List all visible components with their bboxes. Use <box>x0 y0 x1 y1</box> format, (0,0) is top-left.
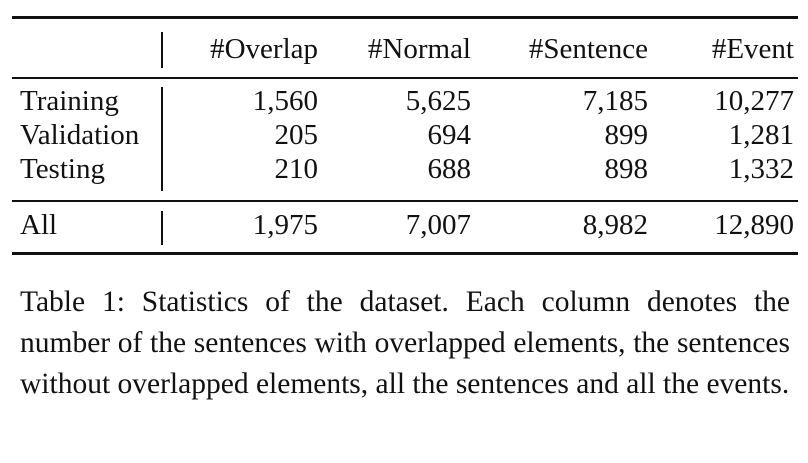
table-cell: 1,560 <box>252 85 318 117</box>
table-cell: 5,625 <box>405 85 471 117</box>
top-rule <box>12 16 798 19</box>
bottom-rule <box>12 252 798 255</box>
row-label-training: Training <box>20 85 119 117</box>
header-event: #Event <box>711 33 794 65</box>
column-separator <box>161 87 163 191</box>
table-cell: 12,890 <box>714 209 794 241</box>
header-rule <box>12 77 798 79</box>
table-cell: 899 <box>604 119 649 151</box>
table-cell: 898 <box>604 153 649 185</box>
header-overlap: #Overlap <box>210 33 318 65</box>
total-rule <box>12 200 798 202</box>
table-cell: 688 <box>427 153 472 185</box>
table-cell: 8,982 <box>582 209 648 241</box>
header-normal: #Normal <box>367 33 471 65</box>
table-cell: 205 <box>274 119 319 151</box>
row-label-testing: Testing <box>20 153 105 185</box>
table-cell: 10,277 <box>714 85 794 117</box>
table-caption: Table 1: Statistics of the dataset. Each… <box>20 286 790 400</box>
column-separator <box>161 32 163 68</box>
table-cell: 1,975 <box>252 209 318 241</box>
table-cell: 1,281 <box>728 119 794 151</box>
table-cell: 694 <box>427 119 472 151</box>
table-cell: 1,332 <box>728 153 794 185</box>
table-cell: 7,007 <box>405 209 471 241</box>
table-cell: 210 <box>274 153 319 185</box>
header-sentence: #Sentence <box>528 33 648 65</box>
row-label-validation: Validation <box>20 119 140 151</box>
row-label-all: All <box>20 209 58 241</box>
column-separator <box>161 211 163 245</box>
table-cell: 7,185 <box>582 85 648 117</box>
